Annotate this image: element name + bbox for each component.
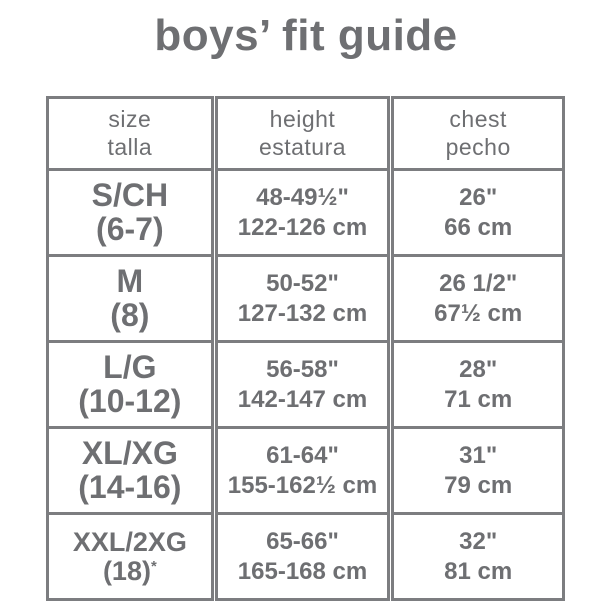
size-label: L/G	[103, 348, 157, 385]
header-height-es: estatura	[258, 133, 347, 160]
header-chest-en: chest	[449, 105, 507, 132]
column-chest: chest pecho 26" 66 cm 26 1/2" 67½ cm 28"…	[391, 96, 565, 601]
chest-cm: 71 cm	[444, 385, 513, 413]
chest-cm: 81 cm	[444, 557, 513, 585]
height-cell: 65-66" 165-168 cm	[214, 515, 391, 601]
size-cell: XXL/2XG (18)*	[46, 515, 214, 601]
size-range: (10-12)	[78, 382, 182, 419]
size-label: M	[116, 262, 144, 299]
size-label: XL/XG	[81, 434, 178, 471]
chest-cell: 32" 81 cm	[391, 515, 565, 601]
size-range: (14-16)	[78, 468, 182, 505]
column-size: size talla S/CH (6-7) M (8) L/G (10-12) …	[46, 96, 214, 601]
size-cell: M (8)	[46, 257, 214, 343]
chest-inches: 32"	[459, 527, 498, 555]
height-cm: 155-162½ cm	[227, 471, 378, 499]
size-note: *	[150, 559, 157, 576]
chest-cell: 26 1/2" 67½ cm	[391, 257, 565, 343]
height-inches: 50-52"	[266, 269, 339, 297]
height-cell: 56-58" 142-147 cm	[214, 343, 391, 429]
size-range: (18)*	[102, 555, 157, 586]
size-range: (6-7)	[96, 210, 164, 247]
size-cell: XL/XG (14-16)	[46, 429, 214, 515]
height-cell: 61-64" 155-162½ cm	[214, 429, 391, 515]
size-cell: S/CH (6-7)	[46, 171, 214, 257]
page-title: boys’ fit guide	[154, 11, 458, 60]
height-cell: 50-52" 127-132 cm	[214, 257, 391, 343]
height-cm: 122-126 cm	[237, 213, 368, 241]
header-size-es: talla	[107, 133, 153, 160]
height-cm: 127-132 cm	[237, 299, 368, 327]
chest-cell: 26" 66 cm	[391, 171, 565, 257]
chest-cell: 31" 79 cm	[391, 429, 565, 515]
height-inches: 61-64"	[266, 441, 339, 469]
size-label: S/CH	[91, 176, 169, 213]
chest-cm: 67½ cm	[434, 299, 523, 327]
chest-cell: 28" 71 cm	[391, 343, 565, 429]
chest-inches: 31"	[459, 441, 498, 469]
height-inches: 65-66"	[266, 527, 339, 555]
chest-inches: 26 1/2"	[439, 269, 518, 297]
size-cell: L/G (10-12)	[46, 343, 214, 429]
header-height-en: height	[269, 105, 336, 132]
chest-cm: 79 cm	[444, 471, 513, 499]
fit-guide-table: size talla S/CH (6-7) M (8) L/G (10-12) …	[46, 96, 565, 601]
column-height: height estatura 48-49½" 122-126 cm 50-52…	[214, 96, 391, 601]
chest-cm: 66 cm	[444, 213, 513, 241]
header-cell-chest: chest pecho	[391, 96, 565, 171]
chest-inches: 28"	[459, 355, 498, 383]
header-cell-size: size talla	[46, 96, 214, 171]
size-label: XXL/2XG	[72, 527, 187, 558]
height-cm: 165-168 cm	[237, 557, 368, 585]
header-chest-es: pecho	[445, 133, 511, 160]
header-cell-height: height estatura	[214, 96, 391, 171]
height-cell: 48-49½" 122-126 cm	[214, 171, 391, 257]
height-cm: 142-147 cm	[237, 385, 368, 413]
size-range: (8)	[110, 296, 150, 333]
height-inches: 48-49½"	[256, 183, 349, 211]
height-inches: 56-58"	[266, 355, 339, 383]
header-size-en: size	[108, 105, 152, 132]
chest-inches: 26"	[459, 183, 498, 211]
